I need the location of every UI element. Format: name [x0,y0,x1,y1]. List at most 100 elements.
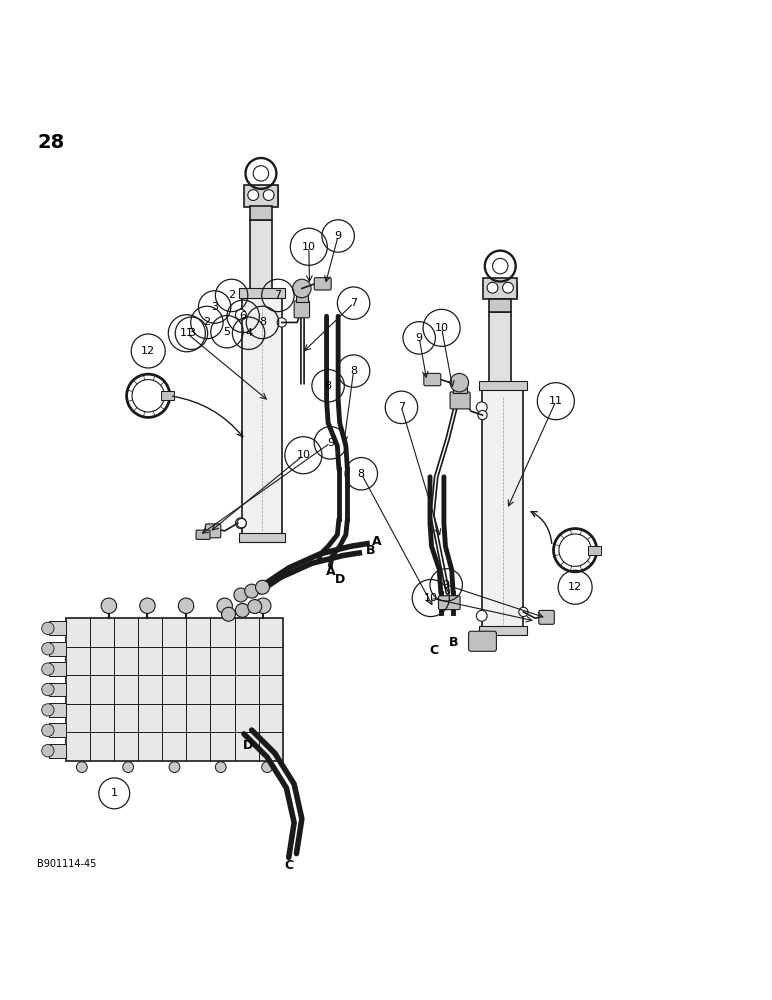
Circle shape [42,745,54,757]
Circle shape [248,190,259,200]
Text: 11: 11 [549,396,563,406]
Circle shape [503,282,513,293]
Circle shape [293,279,311,298]
Text: 9: 9 [442,580,450,590]
Text: 8: 8 [324,381,332,391]
Text: B901114-45: B901114-45 [37,859,96,869]
Text: 8: 8 [259,317,266,327]
Bar [272,190,278,204]
Text: 10: 10 [296,450,310,460]
Circle shape [101,598,117,613]
Circle shape [248,600,262,613]
Circle shape [42,724,54,737]
Bar [49,744,66,758]
Circle shape [222,607,235,621]
FancyBboxPatch shape [453,386,467,393]
Circle shape [476,610,487,621]
FancyBboxPatch shape [314,278,331,290]
Text: 9: 9 [415,333,423,343]
Text: 28: 28 [37,133,64,152]
Circle shape [237,519,246,528]
Text: 8: 8 [350,366,357,376]
Text: 9: 9 [327,438,334,448]
Text: C: C [429,644,438,657]
Bar [489,299,511,312]
Bar [239,288,285,298]
Bar [49,642,66,656]
Bar [161,391,174,400]
Circle shape [476,402,487,413]
Text: B: B [449,636,458,649]
Bar [482,384,523,635]
Circle shape [42,622,54,634]
Circle shape [519,607,528,617]
Text: 7: 7 [398,402,405,412]
Text: D: D [242,739,253,752]
Text: 9: 9 [334,231,342,241]
Bar [250,220,272,292]
Text: 2: 2 [228,290,235,300]
Circle shape [487,282,498,293]
FancyBboxPatch shape [483,278,517,299]
Bar [511,283,517,297]
Bar [250,206,272,220]
Text: A: A [327,565,336,578]
FancyBboxPatch shape [244,185,278,207]
Text: 2: 2 [203,317,211,327]
Circle shape [256,598,271,613]
FancyBboxPatch shape [469,631,496,651]
Circle shape [263,190,274,200]
FancyBboxPatch shape [438,596,460,610]
Circle shape [215,762,226,773]
Text: 3: 3 [211,302,218,312]
Bar [66,618,283,761]
FancyBboxPatch shape [296,293,308,302]
Circle shape [450,373,469,392]
FancyBboxPatch shape [196,530,210,539]
Circle shape [235,309,246,320]
Text: B: B [366,544,375,557]
Text: A: A [372,535,381,548]
Text: 4: 4 [245,328,252,338]
Text: D: D [334,573,345,586]
Text: 7: 7 [274,290,282,300]
Circle shape [234,588,248,602]
Bar [49,723,66,737]
Bar [483,283,489,297]
Circle shape [169,762,180,773]
Text: 1: 1 [110,788,118,798]
Text: C: C [284,859,293,872]
Bar [479,626,527,635]
Circle shape [478,410,487,420]
Circle shape [235,518,246,529]
FancyBboxPatch shape [205,524,221,538]
FancyBboxPatch shape [424,373,441,386]
Text: 12: 12 [141,346,155,356]
Bar [242,292,282,542]
Circle shape [256,580,269,594]
Text: 11: 11 [180,328,194,338]
Bar [49,621,66,635]
Text: 3: 3 [188,328,195,338]
FancyBboxPatch shape [450,392,470,409]
Bar [489,312,511,384]
Bar [49,683,66,696]
Circle shape [123,762,134,773]
Circle shape [178,598,194,613]
Circle shape [42,683,54,696]
FancyBboxPatch shape [539,610,554,624]
Text: 8: 8 [357,469,365,479]
Text: 6: 6 [239,311,247,321]
Circle shape [277,318,286,327]
Circle shape [42,643,54,655]
Circle shape [140,598,155,613]
Text: 7: 7 [350,298,357,308]
FancyBboxPatch shape [294,301,310,318]
Circle shape [235,603,249,617]
Bar [588,546,601,555]
Circle shape [217,598,232,613]
Circle shape [262,762,273,773]
Circle shape [245,584,259,598]
Bar [239,533,285,542]
Text: 10: 10 [424,593,438,603]
